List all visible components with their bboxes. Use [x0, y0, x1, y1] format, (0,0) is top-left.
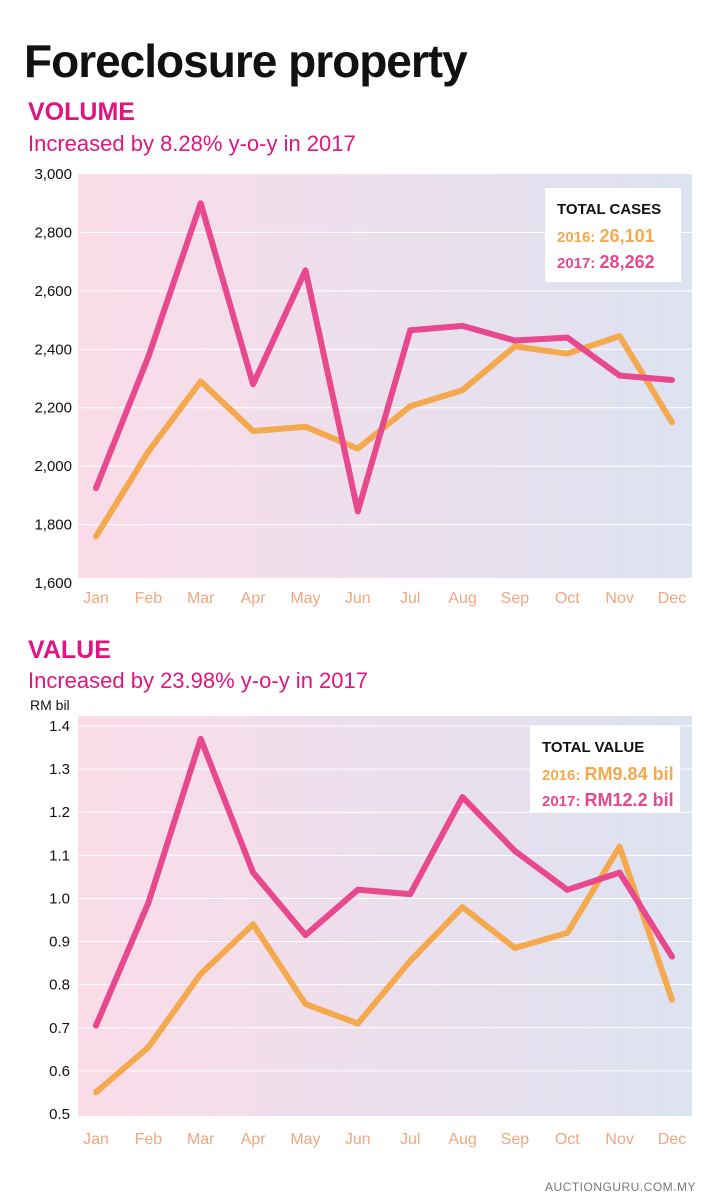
x-tick-label: Feb	[135, 590, 163, 607]
legend-item-label: 2016:	[542, 767, 585, 784]
legend-heading: TOTAL CASES	[557, 201, 661, 218]
source-footer: AUCTIONGURU.COM.MY	[545, 1180, 696, 1194]
y-tick-label: 2,400	[34, 341, 72, 358]
x-tick-label: May	[290, 1131, 320, 1148]
value-subtitle: Increased by 23.98% y-o-y in 2017	[28, 668, 368, 693]
x-tick-label: Dec	[658, 1131, 686, 1148]
y-tick-label: 3,000	[34, 166, 72, 183]
series-line-2016	[93, 843, 675, 1096]
y-tick-label: 1.0	[49, 890, 70, 907]
y-tick-label: 1,800	[34, 517, 72, 534]
x-tick-label: Aug	[448, 1131, 476, 1148]
x-tick-label: Jun	[345, 1131, 371, 1148]
x-tick-label: Aug	[448, 590, 476, 607]
legend-item-value: RM12.2 bil	[585, 790, 674, 810]
x-tick-label: Jan	[83, 1131, 109, 1148]
x-tick-label: Sep	[501, 590, 530, 607]
value-chart: 0.5 0.6 0.7 0.8 0.9 1.0 1.1 1.2 1.3 1.4 Jan Feb Mar A…	[30, 697, 692, 1148]
y-axis-unit-label: RM bil	[30, 697, 70, 713]
y-tick-label: 1,600	[34, 575, 72, 592]
y-tick-label: 1.1	[49, 847, 70, 864]
y-tick-label: 2,200	[34, 400, 72, 417]
x-tick-label: Jan	[83, 590, 109, 607]
volume-title: VOLUME	[28, 98, 135, 126]
legend-item-2016: 2016: RM9.84 bil	[542, 764, 674, 784]
legend-item-value: 26,101	[600, 226, 655, 246]
x-tick-label: Feb	[135, 1131, 163, 1148]
legend-item-2016: 2016: 26,101	[557, 226, 655, 246]
y-tick-label: 0.9	[49, 934, 70, 951]
y-tick-label: 1.2	[49, 804, 70, 821]
series-line-2017	[93, 200, 675, 515]
legend-heading: TOTAL VALUE	[542, 739, 644, 756]
legend-item-label: 2017:	[542, 793, 585, 810]
legend-item-label: 2016:	[557, 229, 600, 246]
y-tick-label: 0.6	[49, 1063, 70, 1080]
y-tick-label: 0.8	[49, 977, 70, 994]
x-tick-label: Oct	[555, 1131, 580, 1148]
x-tick-label: Apr	[241, 1131, 267, 1148]
y-tick-label: 2,600	[34, 283, 72, 300]
y-tick-label: 1.4	[49, 718, 70, 735]
legend-item-label: 2017:	[557, 255, 600, 272]
x-tick-label: May	[290, 590, 320, 607]
y-tick-label: 1.3	[49, 761, 70, 778]
x-tick-label: Nov	[605, 590, 633, 607]
legend-box	[545, 188, 681, 282]
x-tick-label: Jun	[345, 590, 371, 607]
x-tick-label: Dec	[658, 590, 686, 607]
volume-subtitle: Increased by 8.28% y-o-y in 2017	[28, 131, 356, 156]
x-tick-label: Jul	[400, 1131, 420, 1148]
x-tick-label: Nov	[605, 1131, 633, 1148]
y-tick-label: 0.5	[49, 1106, 70, 1123]
volume-chart: 1,600 1,800 2,000 2,200 2,400 2,600 2,800 3,000…	[34, 166, 692, 607]
x-tick-label: Mar	[187, 1131, 215, 1148]
y-tick-label: 0.7	[49, 1020, 70, 1037]
page-title: Foreclosure property	[24, 35, 468, 87]
y-tick-label: 2,800	[34, 224, 72, 241]
legend-box	[530, 726, 680, 812]
x-tick-label: Jul	[400, 590, 420, 607]
x-tick-label: Apr	[241, 590, 267, 607]
y-tick-label: 2,000	[34, 458, 72, 475]
series-line-2017	[93, 735, 675, 1029]
legend-item-2017: 2017: RM12.2 bil	[542, 790, 674, 810]
legend-item-value: 28,262	[600, 252, 655, 272]
value-title: VALUE	[28, 636, 111, 664]
legend-item-2017: 2017: 28,262	[557, 252, 655, 272]
x-tick-label: Sep	[501, 1131, 530, 1148]
x-tick-label: Mar	[187, 590, 215, 607]
legend-item-value: RM9.84 bil	[585, 764, 674, 784]
x-tick-label: Oct	[555, 590, 580, 607]
